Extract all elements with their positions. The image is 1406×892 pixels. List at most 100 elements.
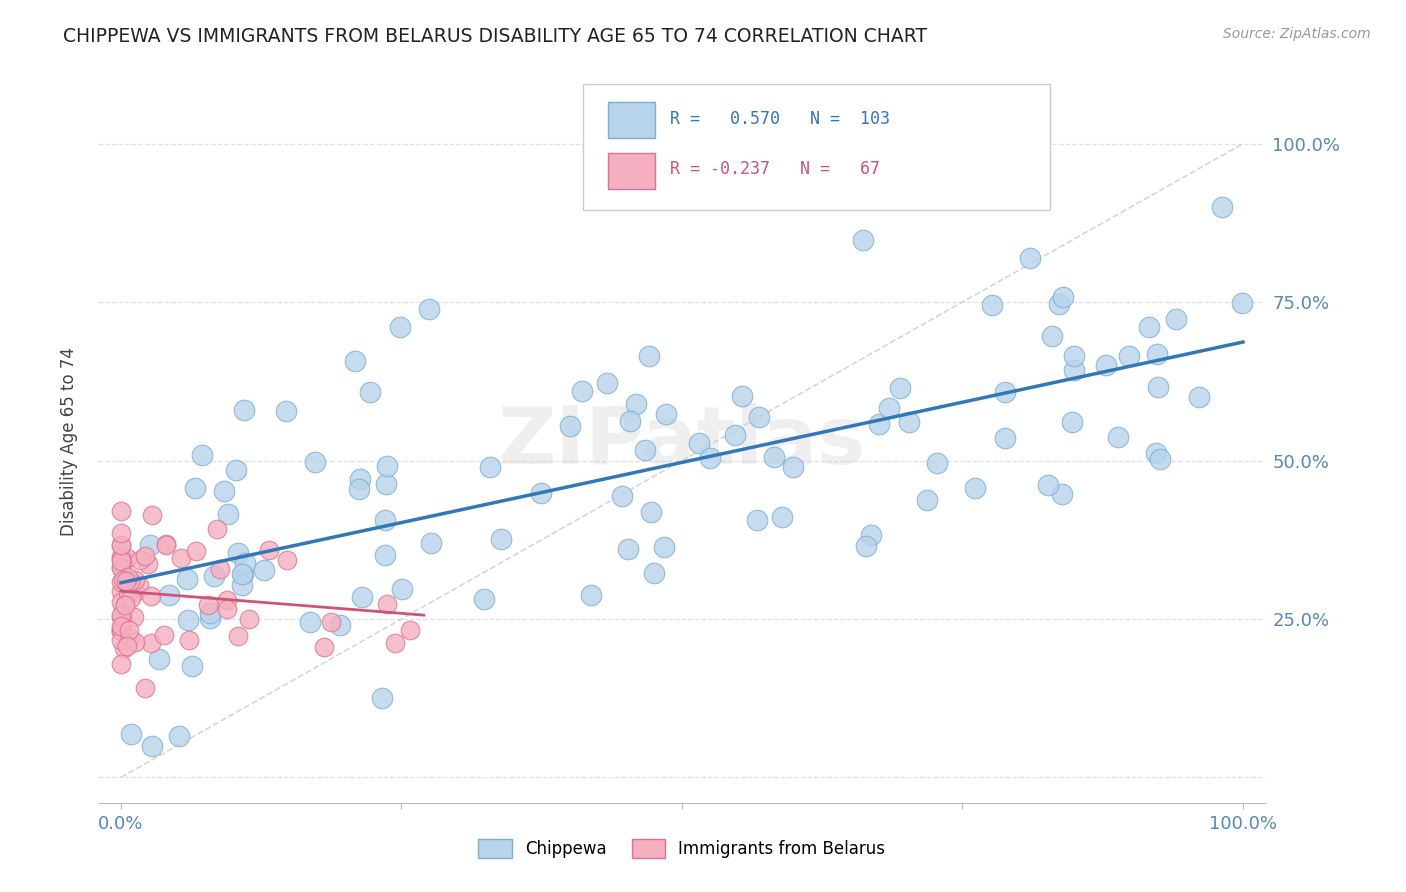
Text: ZIPatlas: ZIPatlas: [498, 402, 866, 481]
Point: [155, 537, 177, 551]
Point: [225, 463, 247, 477]
Point: [770, 509, 793, 524]
Point: [233, 556, 256, 570]
Point: [141, 589, 163, 603]
Point: [571, 384, 593, 398]
Point: [350, 591, 373, 605]
Point: [688, 436, 710, 450]
Point: [184, 544, 207, 558]
Point: [418, 301, 440, 316]
Point: [1047, 296, 1070, 310]
Text: R =   0.570   N =  103: R = 0.570 N = 103: [671, 110, 890, 128]
Point: [730, 389, 752, 403]
Point: [388, 319, 411, 334]
Point: [110, 608, 132, 623]
Point: [579, 588, 602, 602]
Point: [118, 623, 141, 637]
Point: [398, 623, 420, 637]
Point: [374, 548, 396, 562]
Point: [110, 632, 132, 647]
Point: [1060, 415, 1083, 429]
Point: [617, 542, 640, 557]
Point: [1019, 251, 1042, 265]
Point: [610, 489, 633, 503]
Legend: Chippewa, Immigrants from Belarus: Chippewa, Immigrants from Belarus: [470, 830, 894, 867]
Point: [377, 597, 399, 611]
Point: [231, 566, 253, 581]
Point: [232, 567, 254, 582]
Point: [981, 297, 1004, 311]
Point: [375, 458, 398, 473]
Point: [226, 629, 249, 643]
Point: [197, 598, 219, 612]
Point: [530, 486, 553, 500]
Point: [478, 460, 501, 475]
Point: [868, 417, 890, 431]
Point: [925, 456, 948, 470]
Point: [231, 577, 253, 591]
Point: [643, 566, 665, 580]
Point: [652, 540, 675, 554]
Point: [181, 659, 204, 673]
Point: [915, 493, 938, 508]
Y-axis label: Disability Age 65 to 74: Disability Age 65 to 74: [59, 347, 77, 536]
Point: [117, 569, 139, 583]
Point: [177, 632, 200, 647]
Point: [117, 639, 139, 653]
Point: [1146, 379, 1168, 393]
Point: [110, 537, 132, 551]
Point: [110, 622, 132, 636]
Point: [110, 549, 132, 564]
Point: [391, 582, 413, 597]
Point: [1149, 451, 1171, 466]
Point: [994, 385, 1017, 400]
Point: [200, 606, 222, 620]
Point: [191, 448, 214, 462]
Point: [110, 619, 132, 633]
Point: [232, 403, 254, 417]
Point: [124, 573, 146, 587]
Point: [1146, 347, 1168, 361]
Point: [699, 450, 721, 465]
Point: [852, 233, 875, 247]
Point: [128, 578, 150, 592]
Point: [212, 483, 235, 498]
Point: [724, 427, 747, 442]
Point: [110, 560, 132, 574]
Point: [138, 557, 160, 571]
Point: [141, 739, 163, 753]
Point: [994, 431, 1017, 445]
Point: [298, 615, 321, 630]
Point: [963, 482, 986, 496]
Point: [110, 559, 132, 574]
Point: [118, 631, 141, 645]
FancyBboxPatch shape: [609, 153, 655, 189]
Point: [344, 353, 367, 368]
Point: [157, 588, 180, 602]
Point: [359, 384, 381, 399]
Point: [374, 513, 396, 527]
Point: [1211, 200, 1233, 214]
Point: [215, 601, 238, 615]
Point: [110, 525, 132, 540]
Point: [124, 635, 146, 649]
Point: [419, 536, 441, 550]
Point: [274, 404, 297, 418]
Point: [374, 476, 396, 491]
Point: [748, 409, 770, 424]
Point: [304, 455, 326, 469]
Point: [170, 551, 193, 566]
Point: [1063, 350, 1085, 364]
Point: [1040, 328, 1063, 343]
Point: [1166, 311, 1188, 326]
Point: [1107, 430, 1129, 444]
Point: [855, 539, 877, 553]
Point: [112, 641, 135, 656]
Point: [238, 612, 260, 626]
Point: [110, 574, 132, 589]
Point: [472, 591, 495, 606]
Point: [124, 610, 146, 624]
Point: [1052, 487, 1074, 501]
Point: [139, 538, 162, 552]
Point: [253, 563, 276, 577]
